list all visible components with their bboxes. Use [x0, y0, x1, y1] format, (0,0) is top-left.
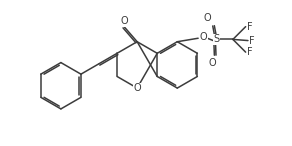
Text: F: F: [249, 36, 255, 46]
Text: S: S: [214, 34, 220, 44]
Text: O: O: [204, 13, 211, 23]
Text: O: O: [120, 16, 128, 26]
Text: O: O: [208, 58, 216, 68]
Text: O: O: [133, 83, 141, 93]
Text: F: F: [247, 22, 253, 32]
Text: O: O: [199, 32, 207, 42]
Text: F: F: [247, 47, 253, 57]
